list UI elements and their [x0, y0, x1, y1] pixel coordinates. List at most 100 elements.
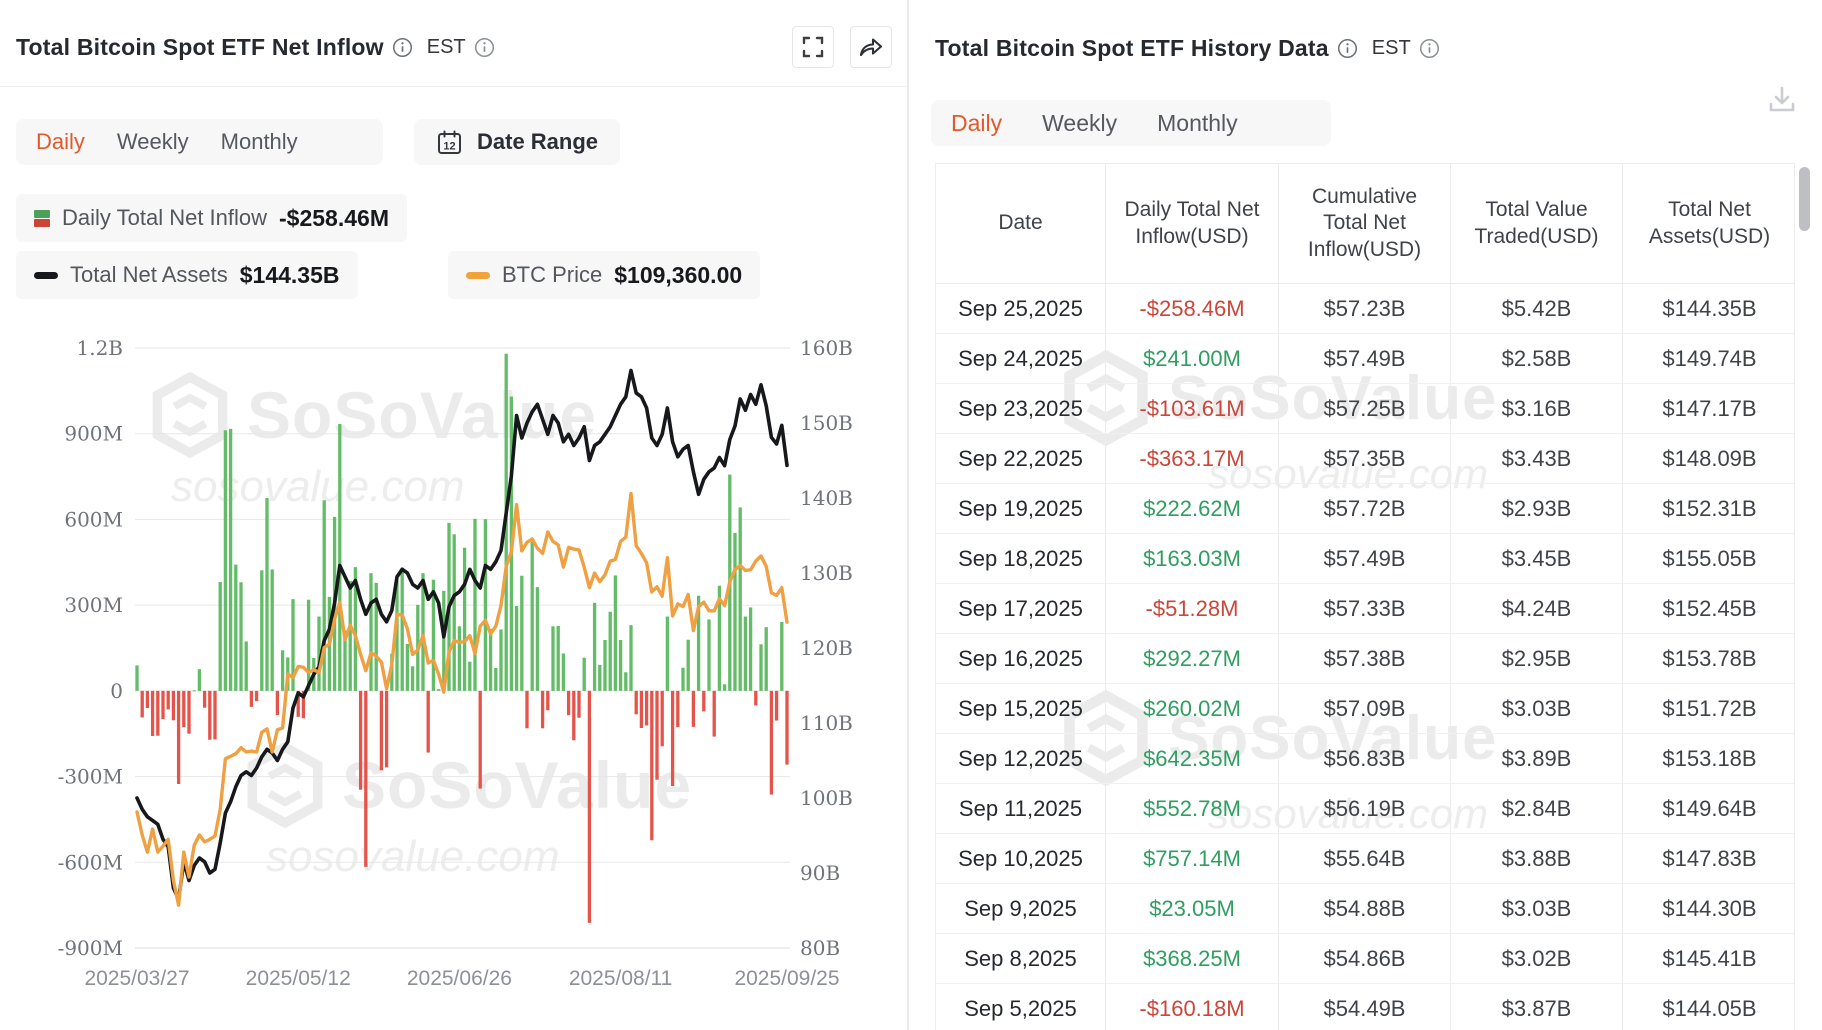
date-range-label: Date Range	[477, 129, 599, 154]
net-inflow-bar	[213, 690, 217, 740]
fullscreen-button[interactable]	[792, 26, 834, 68]
tab-monthly[interactable]: Monthly	[1157, 109, 1238, 136]
daily-net-inflow-cell: -$51.28M	[1106, 584, 1279, 633]
net-inflow-bar	[421, 573, 425, 691]
value-traded-cell: $3.03B	[1451, 684, 1623, 733]
net-inflow-bar	[254, 690, 259, 702]
table-row[interactable]: Sep 23,2025 -$103.61M $57.25B $3.16B $147.17…	[936, 384, 1794, 434]
table-row[interactable]: Sep 19,2025 $222.62M $57.72B $2.93B $152.31B	[936, 484, 1794, 534]
net-inflow-bar	[650, 690, 654, 841]
net-inflow-bar	[535, 587, 540, 691]
net-inflow-bar	[780, 622, 784, 691]
x-axis-tick-label: 2025/05/12	[246, 967, 351, 990]
net-inflow-bar	[208, 690, 212, 740]
table-scrollbar-thumb[interactable]	[1799, 167, 1810, 231]
net-assets-cell: $144.35B	[1662, 295, 1757, 321]
date: Sep 18,2025	[936, 534, 1106, 583]
download-button[interactable]	[1760, 78, 1804, 122]
daily-net-inflow-cell: $163.03M	[1106, 534, 1279, 583]
net-inflow-bar	[192, 690, 196, 692]
cumulative-inflow-cell: $56.19B	[1279, 784, 1451, 833]
legend-btc-price[interactable]: BTC Price $109,360.00	[448, 251, 761, 299]
table-row[interactable]: Sep 10,2025 $757.14M $55.64B $3.88B $147.83B	[936, 834, 1794, 884]
net-inflow-bar	[171, 690, 176, 721]
net-inflow-chart[interactable]: 1.2B 900M 600M 300M 0 -300M -600M -900M 160B 150B…	[0, 0, 908, 1030]
net-inflow-bar	[551, 626, 555, 691]
legend-daily-net-inflow[interactable]: Daily Total Net Inflow -$258.46M	[16, 194, 407, 242]
net-assets-cell: $149.64B	[1662, 795, 1757, 821]
est-info-icon[interactable]	[1419, 38, 1440, 59]
svg-text:12: 12	[443, 140, 455, 152]
net-inflow-bar	[546, 690, 550, 711]
table-row[interactable]: Sep 22,2025 -$363.17M $57.35B $3.43B $148.09…	[936, 434, 1794, 484]
left-panel-header: Total Bitcoin Spot ETF Net Inflow EST	[16, 24, 892, 70]
table-row[interactable]: Sep 24,2025 $241.00M $57.49B $2.58B $149.74B	[936, 334, 1794, 384]
net-inflow-bar	[374, 582, 378, 691]
table-row[interactable]: Sep 8,2025 $368.25M $54.86B $3.02B $145.41B	[936, 934, 1794, 984]
x-axis-tick-label: 2025/09/25	[734, 967, 839, 990]
legend-total-net-assets[interactable]: Total Net Assets $144.35B	[16, 251, 358, 299]
chart-period-tabs: Daily Weekly Monthly	[16, 119, 383, 165]
net-inflow-bar	[156, 690, 160, 736]
net-inflow-bar	[566, 690, 571, 716]
net-inflow-bar	[738, 507, 742, 691]
net-inflow-bar	[244, 641, 248, 691]
tab-weekly[interactable]: Weekly	[1042, 109, 1118, 136]
x-axis-tick-label: 2025/03/27	[84, 967, 189, 990]
table-row[interactable]: Sep 15,2025 $260.02M $57.09B $3.03B $151.72B	[936, 684, 1794, 734]
x-axis-tick-label: 2025/06/26	[407, 967, 512, 990]
calendar-icon: 12	[438, 130, 461, 154]
date: Sep 17,2025	[936, 584, 1106, 633]
tab-weekly[interactable]: Weekly	[116, 129, 189, 154]
tab-daily[interactable]: Daily	[951, 109, 1003, 136]
net-inflow-bar	[634, 690, 638, 715]
total-net-assets-line	[135, 368, 789, 902]
page-title: Total Bitcoin Spot ETF Net Inflow	[16, 33, 384, 60]
net-inflow-bar	[322, 500, 326, 691]
net-inflow-bar	[691, 690, 696, 727]
net-inflow-bar	[280, 650, 285, 691]
net-inflow-bar	[270, 569, 274, 691]
daily-net-inflow-cell: $642.35M	[1106, 734, 1279, 783]
net-inflow-bar	[140, 690, 144, 718]
info-icon[interactable]	[392, 37, 413, 58]
table-row[interactable]: Sep 16,2025 $292.27M $57.38B $2.95B $153.78B	[936, 634, 1794, 684]
column-header: Total Net Assets(USD)	[1648, 198, 1771, 248]
share-button[interactable]	[850, 26, 892, 68]
history-table[interactable]: Date Daily Total Net Inflow(USD) Cumulativ…	[935, 163, 1795, 1030]
table-row[interactable]: Sep 11,2025 $552.78M $56.19B $2.84B $149.64B	[936, 784, 1794, 834]
net-assets-cell: $155.05B	[1662, 545, 1757, 571]
est-info-icon[interactable]	[474, 37, 495, 58]
table-row[interactable]: Sep 25,2025 -$258.46M $57.23B $5.42B $144.35…	[936, 284, 1794, 334]
table-row[interactable]: Sep 5,2025 -$160.18M $54.49B $3.87B $144.05B	[936, 984, 1794, 1030]
table-row[interactable]: Sep 9,2025 $23.05M $54.88B $3.03B $144.30B	[936, 884, 1794, 934]
history-title: Total Bitcoin Spot ETF History Data	[935, 34, 1329, 61]
net-inflow-bar	[665, 616, 670, 691]
table-row[interactable]: Sep 18,2025 $163.03M $57.49B $3.45B $155.05B	[936, 534, 1794, 584]
net-inflow-bar	[358, 690, 363, 790]
info-icon[interactable]	[1337, 38, 1358, 59]
table-row[interactable]: Sep 17,2025 -$51.28M $57.33B $4.24B $152.45B	[936, 584, 1794, 634]
cumulative-inflow-cell: $54.49B	[1279, 984, 1451, 1030]
net-assets-cell: $151.72B	[1662, 695, 1757, 721]
right-axis-tick-label: 80B	[800, 936, 840, 960]
net-inflow-bar	[145, 690, 150, 708]
left-axis-tick-label: -300M	[58, 765, 123, 789]
cumulative-inflow-cell: $57.35B	[1279, 434, 1451, 483]
tab-monthly[interactable]: Monthly	[220, 129, 298, 154]
net-inflow-bar	[488, 628, 493, 691]
table-row[interactable]: Sep 12,2025 $642.35M $56.83B $3.89B $153.18B	[936, 734, 1794, 784]
value-traded-cell: $3.16B	[1451, 384, 1623, 433]
net-inflow-bar	[478, 690, 482, 789]
daily-net-inflow-cell: $292.27M	[1106, 634, 1279, 683]
tab-daily[interactable]: Daily	[36, 129, 85, 154]
net-inflow-bar	[785, 690, 789, 765]
table-period-tabs: Daily Weekly Monthly	[931, 100, 1331, 146]
daily-net-inflow-cell: $241.00M	[1106, 334, 1279, 383]
net-inflow-bar	[462, 547, 467, 691]
right-axis-tick-label: 160B	[800, 336, 853, 360]
daily-net-inflow-cell: $222.62M	[1106, 484, 1279, 533]
date-range-button[interactable]: 12 Date Range	[414, 119, 621, 165]
net-inflow-bar	[223, 430, 228, 691]
